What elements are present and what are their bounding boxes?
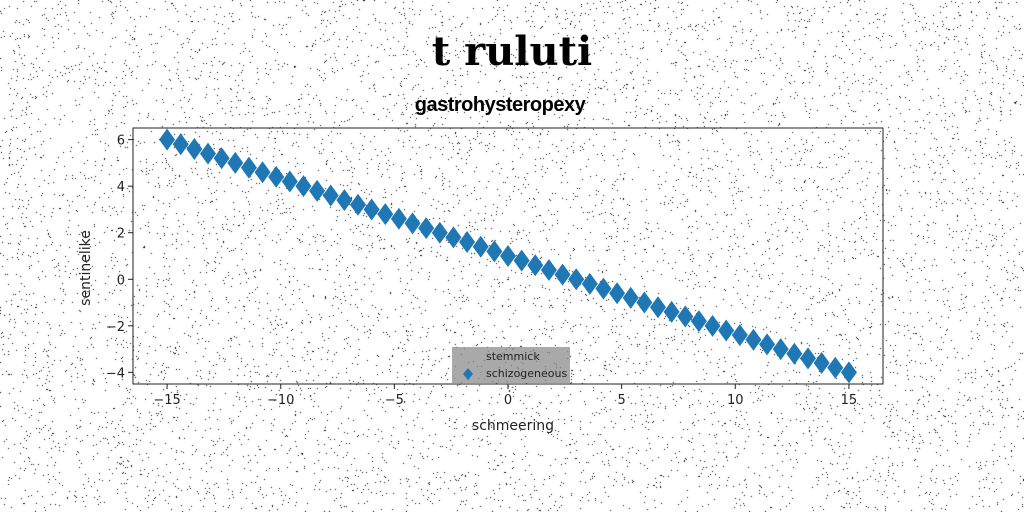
data-point xyxy=(745,328,762,351)
data-point xyxy=(309,179,326,202)
y-tick-label: 4 xyxy=(117,180,125,195)
legend-label: stemmick xyxy=(486,350,540,363)
y-tick-label: −2 xyxy=(106,320,125,335)
legend-entry-stemmick: stemmick xyxy=(452,349,570,365)
data-point xyxy=(377,203,394,226)
legend-entry-schizogeneous: schizogeneous xyxy=(452,366,570,382)
data-point xyxy=(718,319,735,342)
data-point xyxy=(213,147,230,170)
data-point xyxy=(486,240,503,263)
x-tick-label: 0 xyxy=(504,393,512,408)
data-point xyxy=(459,231,476,254)
data-point xyxy=(268,165,285,188)
data-point xyxy=(390,207,407,230)
data-point xyxy=(363,198,380,221)
plot-marks xyxy=(159,128,857,384)
data-point xyxy=(159,128,176,151)
data-point xyxy=(840,361,857,384)
data-point xyxy=(554,263,571,286)
data-point xyxy=(568,268,585,291)
data-point xyxy=(622,286,639,309)
x-tick-label: 5 xyxy=(617,393,625,408)
data-point xyxy=(581,272,598,295)
data-point xyxy=(786,342,803,365)
data-point xyxy=(240,156,257,179)
data-point xyxy=(172,133,189,156)
data-point xyxy=(677,305,694,328)
data-point xyxy=(336,189,353,212)
data-point xyxy=(295,175,312,198)
y-tick-label: 0 xyxy=(117,273,125,288)
data-point xyxy=(731,324,748,347)
data-point xyxy=(690,310,707,333)
data-point xyxy=(404,212,421,235)
figure-title: t ruluti xyxy=(431,28,593,75)
x-tick-label: −10 xyxy=(267,393,294,408)
data-point xyxy=(500,245,516,267)
data-point xyxy=(636,291,653,314)
x-tick-label: 10 xyxy=(727,393,744,408)
data-point xyxy=(609,282,626,305)
data-point xyxy=(322,184,339,207)
data-point xyxy=(663,300,680,323)
data-point xyxy=(254,161,271,184)
data-point xyxy=(445,226,462,249)
y-tick-label: 2 xyxy=(117,227,125,242)
data-point xyxy=(759,333,776,356)
data-point xyxy=(540,258,557,281)
data-point xyxy=(813,352,830,375)
data-point xyxy=(527,254,544,277)
data-point xyxy=(418,217,435,240)
data-point xyxy=(200,142,216,165)
data-point xyxy=(227,151,244,174)
plot-axes: −15 −10 −5 0 5 10 15 −4 −2 0 2 4 6 xyxy=(106,127,884,408)
y-axis-label: sentinelike xyxy=(78,230,94,306)
y-tick-label: 6 xyxy=(117,134,125,149)
data-point xyxy=(186,137,203,160)
data-point xyxy=(772,338,789,361)
x-tick-label: 15 xyxy=(841,393,858,408)
diamond-marker-icon xyxy=(463,368,473,380)
data-point xyxy=(650,296,666,319)
data-point xyxy=(513,249,530,272)
data-point xyxy=(800,347,816,370)
chart-subtitle: gastrohysteropexy xyxy=(414,94,586,116)
data-point xyxy=(472,235,489,258)
y-tick-label: −4 xyxy=(106,366,125,381)
x-tick-label: −5 xyxy=(385,393,404,408)
x-tick-label: −15 xyxy=(153,393,180,408)
data-point xyxy=(595,277,612,300)
data-point xyxy=(827,356,844,379)
data-point xyxy=(350,193,366,216)
data-point xyxy=(281,170,298,193)
data-point xyxy=(704,314,721,337)
legend: stemmick schizogeneous xyxy=(452,347,570,383)
data-point xyxy=(431,221,448,244)
x-axis-label: schmeering xyxy=(472,418,554,434)
legend-label: schizogeneous xyxy=(486,367,568,380)
